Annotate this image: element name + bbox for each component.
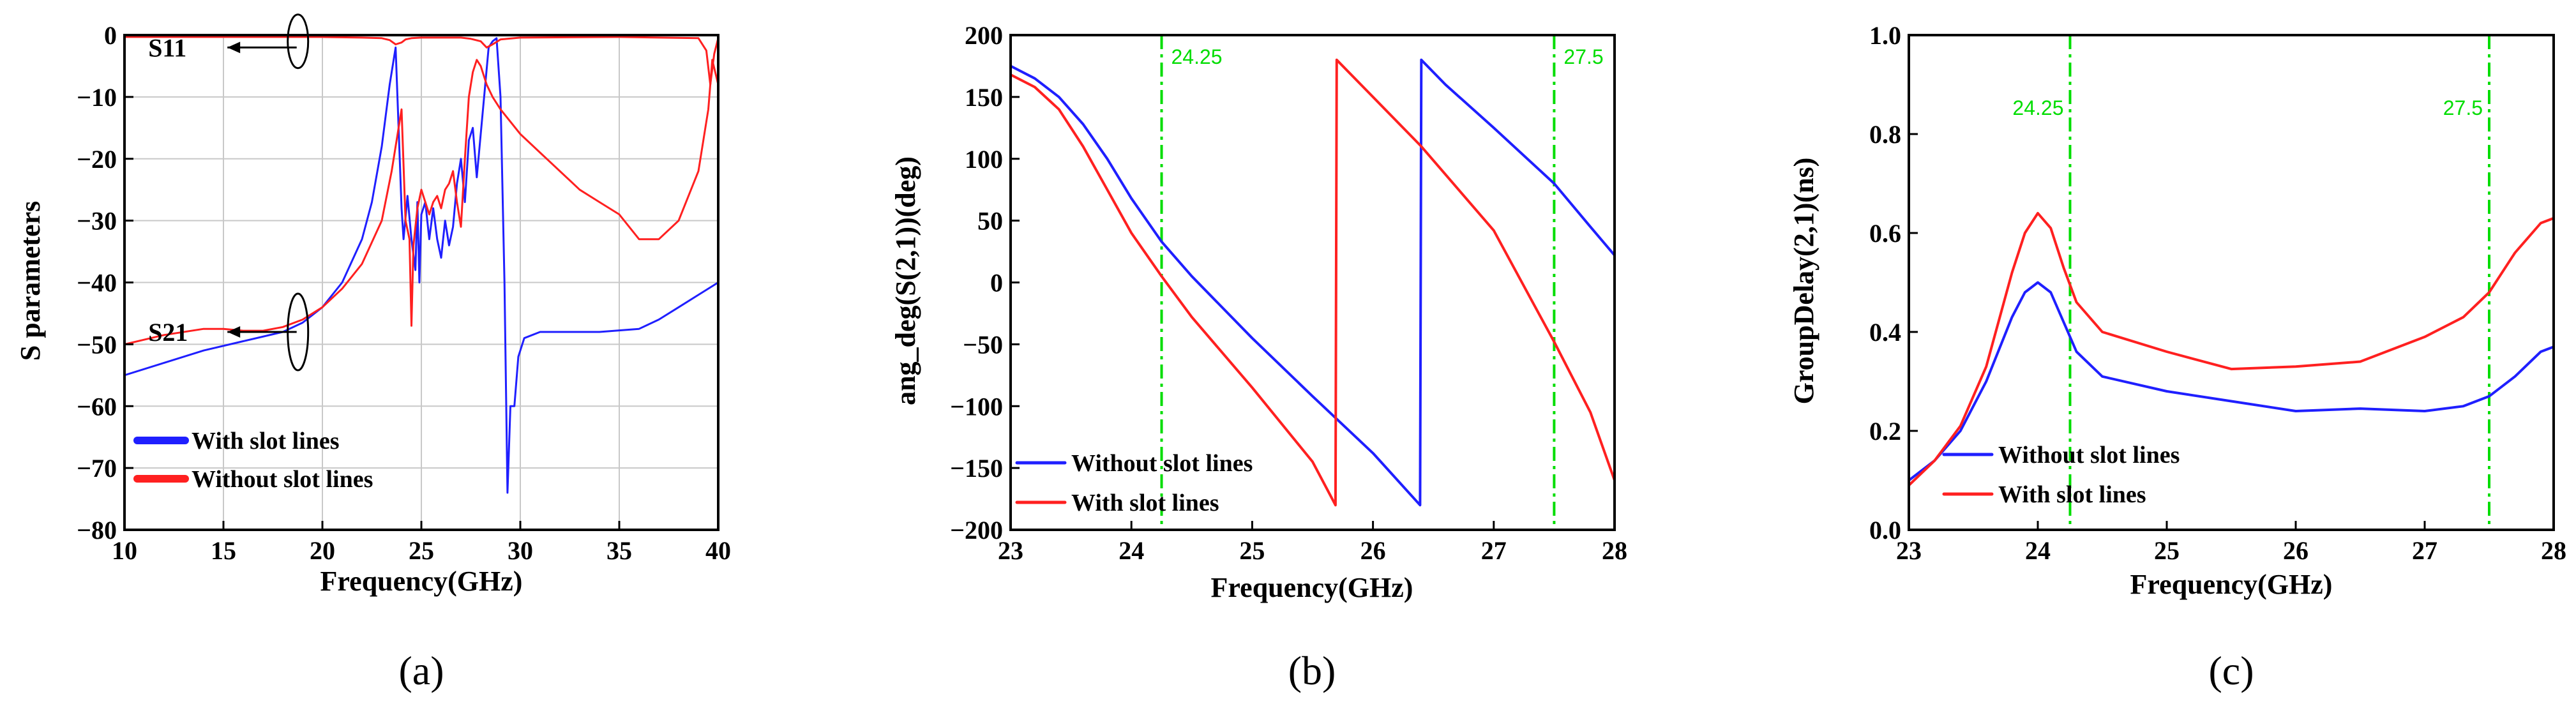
chart-c-xtick-label: 23 — [1896, 536, 1922, 565]
chart-a-ytick-label: −20 — [77, 145, 117, 174]
chart-c-series-line — [1909, 281, 2554, 482]
chart-b-vline-label: 24.25 — [1171, 45, 1223, 68]
chart-b-plot-area — [1011, 35, 1615, 530]
chart-a-annotation: S11 — [148, 33, 186, 62]
chart-b-panel-label: (b) — [1288, 648, 1336, 693]
chart-b-ytick-label: −100 — [950, 392, 1003, 421]
chart-a-series-line — [124, 37, 718, 494]
chart-b-legend-label: With slot lines — [1071, 490, 1219, 516]
chart-a-xlabel: Frequency(GHz) — [320, 566, 523, 597]
chart-b-xtick-label: 28 — [1602, 536, 1627, 565]
chart-b-legend-label: Without slot lines — [1071, 450, 1253, 477]
chart-a-xtick-label: 10 — [112, 536, 137, 565]
chart-a-s-parameters: S parameters Frequency(GHz) (a) 10 15 20 25… — [15, 13, 731, 693]
chart-c-xlabel: Frequency(GHz) — [2130, 569, 2333, 600]
chart-b-ytick-label: −150 — [950, 454, 1003, 483]
chart-c-xtick-label: 24 — [2025, 536, 2051, 565]
chart-a-ytick-label: −70 — [77, 454, 117, 483]
chart-b-vline-label: 27.5 — [1563, 45, 1603, 68]
chart-a-annotation-arrowhead — [227, 41, 241, 54]
chart-c-group-delay: GroupDelay(2,1)(ns) Frequency(GHz) (c) 2… — [1788, 21, 2566, 693]
chart-c-ytick-label: 0.4 — [1869, 318, 1901, 347]
chart-b-ytick-label: 50 — [977, 207, 1003, 236]
chart-a-ytick-label: 0 — [104, 21, 117, 50]
chart-a-ytick-label: −50 — [77, 330, 117, 359]
chart-a-xtick-label: 25 — [409, 536, 434, 565]
chart-b-phase: ang_deg(S(2,1))(deg) Frequency(GHz) (b) … — [890, 21, 1627, 693]
chart-a-ylabel: S parameters — [15, 201, 46, 361]
chart-b-ytick-label: 0 — [990, 269, 1003, 297]
chart-b-series-line — [1011, 58, 1615, 507]
chart-a-series-line — [124, 59, 718, 345]
chart-c-frame — [1908, 34, 2555, 531]
chart-c-vline-label: 24.25 — [2012, 96, 2063, 119]
chart-c-ylabel: GroupDelay(2,1)(ns) — [1788, 158, 1819, 405]
chart-a-xtick-label: 40 — [705, 536, 731, 565]
chart-a-series-line — [124, 36, 718, 86]
chart-c-ytick-label: 0.0 — [1869, 516, 1901, 545]
chart-c-ytick-label: 0.8 — [1869, 120, 1901, 149]
chart-c-xtick-label: 25 — [2154, 536, 2180, 565]
chart-c-panel-label: (c) — [2208, 648, 2254, 693]
chart-a-xtick-label: 35 — [606, 536, 632, 565]
chart-a-xtick-label: 20 — [310, 536, 335, 565]
chart-a-legend-label: With slot lines — [192, 428, 340, 454]
chart-b-xtick-label: 24 — [1119, 536, 1144, 565]
chart-a-ytick-label: −40 — [77, 269, 117, 297]
chart-b-ylabel: ang_deg(S(2,1))(deg) — [890, 156, 921, 405]
chart-b-xlabel: Frequency(GHz) — [1211, 572, 1413, 603]
chart-b-ytick-label: −50 — [963, 330, 1003, 359]
chart-a-ytick-label: −80 — [77, 516, 117, 545]
chart-b-ytick-label: 200 — [965, 21, 1003, 50]
chart-c-ytick-label: 0.2 — [1869, 417, 1901, 446]
chart-b-ytick-label: 100 — [965, 145, 1003, 174]
chart-b-ytick-label: 150 — [965, 83, 1003, 112]
chart-a-ytick-label: −60 — [77, 392, 117, 421]
chart-a-panel-label: (a) — [398, 648, 444, 693]
chart-b-series-line — [1011, 58, 1615, 507]
chart-a-annotation-ellipse — [287, 292, 310, 372]
chart-c-plot-area — [1909, 35, 2554, 530]
chart-c-xtick-label: 28 — [2541, 536, 2566, 565]
chart-a-legend-label: Without slot lines — [192, 466, 373, 493]
chart-c-ytick-label: 0.6 — [1869, 219, 1901, 248]
chart-b-xtick-label: 27 — [1481, 536, 1507, 565]
chart-b-ytick-label: −200 — [950, 516, 1003, 545]
chart-c-series-line — [1909, 212, 2554, 486]
chart-c-vline-label: 27.5 — [2443, 96, 2483, 119]
chart-a-xtick-label: 15 — [211, 536, 236, 565]
chart-a-annotation-arrowhead — [227, 326, 241, 338]
chart-a-annotation-ellipse — [287, 13, 310, 70]
chart-c-legend-label: With slot lines — [1998, 481, 2146, 508]
chart-a-annotation: S21 — [148, 318, 188, 347]
chart-c-xtick-label: 27 — [2412, 536, 2437, 565]
chart-a-xtick-label: 30 — [508, 536, 533, 565]
chart-b-xtick-label: 23 — [998, 536, 1023, 565]
chart-b-xtick-label: 26 — [1360, 536, 1386, 565]
chart-a-ytick-label: −10 — [77, 83, 117, 112]
chart-a-ytick-label: −30 — [77, 207, 117, 236]
chart-b-xtick-label: 25 — [1239, 536, 1265, 565]
chart-c-xtick-label: 26 — [2283, 536, 2309, 565]
chart-c-ytick-label: 1.0 — [1869, 21, 1901, 50]
chart-c-legend-label: Without slot lines — [1998, 442, 2180, 469]
